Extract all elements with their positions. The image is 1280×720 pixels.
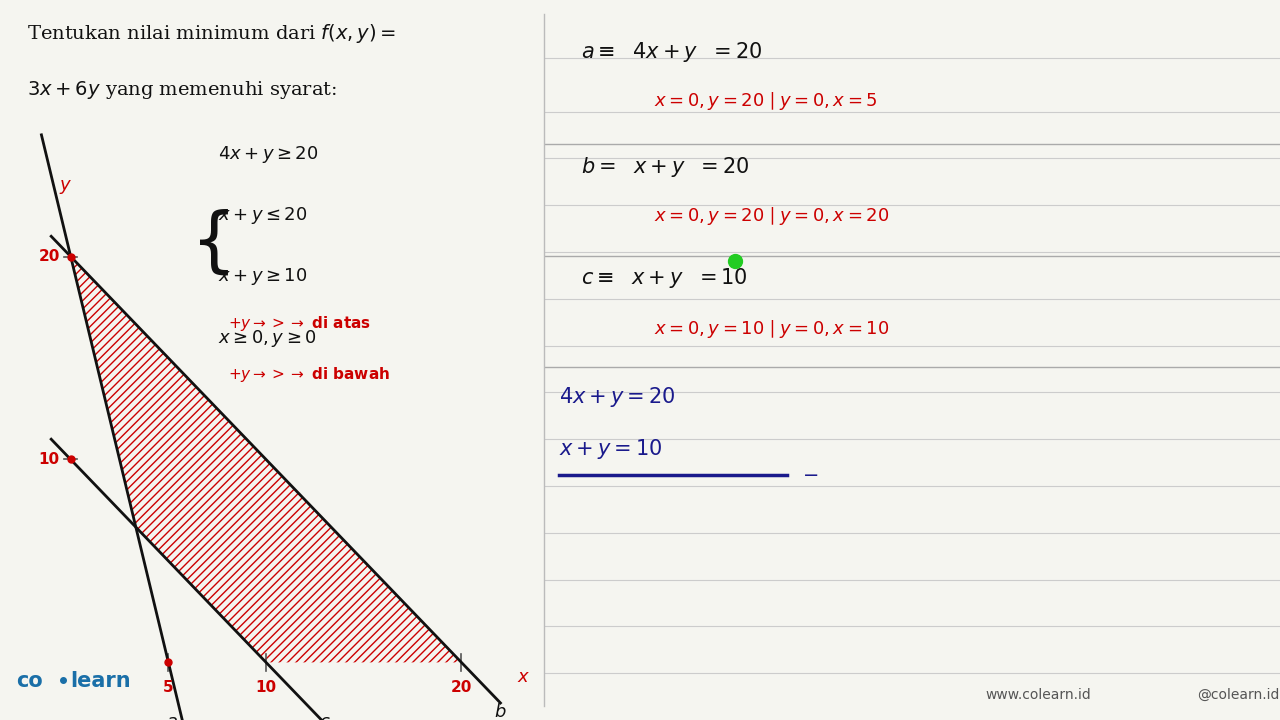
Text: $-$: $-$ (801, 464, 818, 483)
Text: $y$: $y$ (59, 179, 72, 197)
Text: $+y \rightarrow > \rightarrow$ di atas: $+y \rightarrow > \rightarrow$ di atas (228, 315, 371, 333)
Text: $4x + y = 20$: $4x + y = 20$ (559, 385, 675, 409)
Text: 20: 20 (451, 680, 472, 696)
Text: $x + y \geq 10$: $x + y \geq 10$ (218, 266, 307, 287)
Text: 10: 10 (38, 452, 60, 467)
Text: 20: 20 (38, 249, 60, 264)
Text: $+y \rightarrow > \rightarrow$ di bawah: $+y \rightarrow > \rightarrow$ di bawah (228, 365, 390, 384)
Text: $\{$: $\{$ (189, 208, 229, 278)
Text: $x + y = 10$: $x + y = 10$ (559, 437, 662, 461)
Text: $c$: $c$ (319, 713, 330, 720)
Text: $a$: $a$ (166, 713, 178, 720)
Text: Tentukan nilai minimum dari $f(x,y) =$: Tentukan nilai minimum dari $f(x,y) =$ (27, 22, 397, 45)
Text: $b =$  $x + y$  $= 20$: $b =$ $x + y$ $= 20$ (581, 155, 749, 179)
Text: $x = 0, y = 20 \mid y = 0, x = 20$: $x = 0, y = 20 \mid y = 0, x = 20$ (654, 205, 890, 228)
Text: $a \equiv$  $4x + y$  $= 20$: $a \equiv$ $4x + y$ $= 20$ (581, 40, 762, 63)
Text: $x + y \leq 20$: $x + y \leq 20$ (218, 205, 307, 226)
Text: @colearn.id: @colearn.id (1198, 688, 1280, 702)
Text: $4x + y \geq 20$: $4x + y \geq 20$ (218, 144, 317, 165)
Text: $x \geq 0, y \geq 0$: $x \geq 0, y \geq 0$ (218, 328, 316, 348)
Text: $3x + 6y$ yang memenuhi syarat:: $3x + 6y$ yang memenuhi syarat: (27, 79, 337, 102)
Text: co: co (17, 671, 44, 691)
Text: 10: 10 (256, 680, 276, 696)
Text: www.colearn.id: www.colearn.id (986, 688, 1092, 702)
Text: $x = 0 , y = 10 \mid y = 0, x = 10$: $x = 0 , y = 10 \mid y = 0, x = 10$ (654, 318, 890, 341)
Text: $c \equiv$  $x + y$  $= 10$: $c \equiv$ $x + y$ $= 10$ (581, 266, 748, 290)
Text: learn: learn (70, 671, 132, 691)
Text: $b$: $b$ (494, 703, 507, 720)
Text: 5: 5 (163, 680, 174, 696)
Text: $x = 0, y = 20 \mid y = 0, x = 5$: $x = 0, y = 20 \mid y = 0, x = 5$ (654, 90, 878, 112)
Text: $x$: $x$ (517, 668, 530, 685)
